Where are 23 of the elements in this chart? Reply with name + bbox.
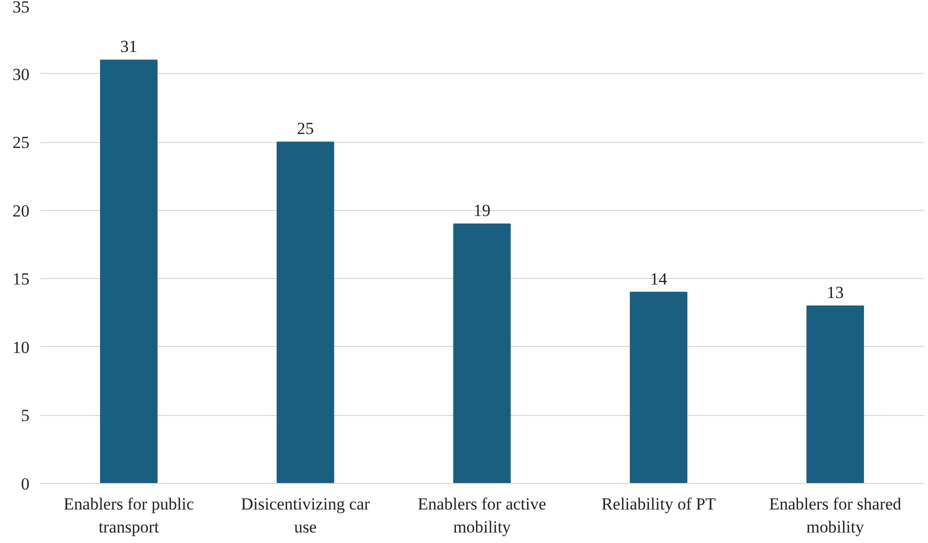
- bar: [100, 60, 158, 484]
- y-tick-label: 30: [12, 64, 30, 84]
- bar: [806, 305, 864, 484]
- y-tick-label: 20: [12, 201, 30, 220]
- y-tick-label: 10: [12, 338, 30, 357]
- x-tick-label: Reliability of PT: [601, 494, 716, 514]
- data-label: 25: [296, 119, 314, 138]
- data-label: 14: [650, 269, 668, 288]
- data-label: 31: [120, 37, 138, 56]
- y-tick-label: 15: [12, 270, 30, 289]
- x-tick-label: Enablers for public transport: [64, 494, 194, 536]
- y-tick-label: 5: [21, 406, 30, 426]
- bar: [453, 224, 511, 484]
- x-tick-label: Enablers for active mobility: [418, 494, 546, 536]
- y-tick-label: 35: [12, 0, 30, 16]
- bar: [276, 142, 334, 484]
- y-tick-label: 25: [12, 133, 30, 152]
- bar: [630, 292, 688, 484]
- x-tick-label: Enablers for shared mobility: [769, 494, 902, 536]
- data-label: 13: [826, 282, 844, 302]
- data-label: 19: [474, 201, 490, 220]
- y-tick-label: 0: [21, 474, 30, 494]
- x-tick-label: Disicentivizing car use: [240, 494, 370, 536]
